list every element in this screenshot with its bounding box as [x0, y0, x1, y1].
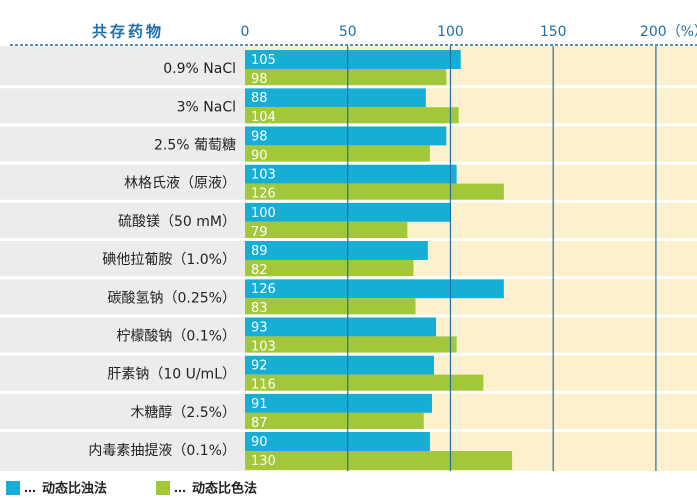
value-label: 88 — [251, 91, 268, 106]
label-panel — [0, 46, 245, 471]
bar — [245, 241, 428, 260]
category-label: 林格氏液（原液） — [124, 176, 236, 192]
bar — [245, 88, 426, 108]
bar — [245, 374, 484, 394]
value-label: 93 — [251, 320, 268, 335]
bar — [245, 260, 414, 279]
bar — [245, 221, 408, 241]
category-label: 硫酸镁（50 mM） — [118, 214, 236, 230]
value-label: 91 — [251, 397, 268, 412]
bar — [245, 317, 437, 337]
bar — [245, 451, 513, 470]
bar — [245, 279, 504, 299]
legend-swatch — [156, 481, 170, 495]
value-label: 92 — [251, 359, 268, 374]
value-label: 104 — [251, 110, 276, 125]
category-label: 0.9% NaCl — [163, 61, 236, 77]
bar — [245, 107, 459, 127]
bar — [245, 126, 447, 146]
legend-dot — [32, 489, 36, 493]
value-label: 130 — [251, 454, 276, 469]
x-tick-label: 100 — [437, 24, 464, 40]
legend-dot — [174, 489, 178, 493]
y-axis-label: 共存药物 — [92, 23, 164, 41]
value-label: 105 — [251, 53, 276, 68]
legend-dot — [178, 489, 182, 493]
value-label: 126 — [251, 282, 276, 297]
bar — [245, 412, 424, 432]
legend-dot — [24, 489, 28, 493]
value-label: 79 — [251, 225, 268, 240]
value-label: 89 — [251, 244, 268, 259]
bar — [245, 69, 447, 88]
value-label: 116 — [251, 378, 276, 393]
value-label: 90 — [251, 148, 268, 163]
category-label: 碳酸氢钠（0.25%） — [108, 290, 236, 306]
legend-dot — [28, 489, 32, 493]
legend-dot — [182, 489, 186, 493]
bar — [245, 298, 416, 318]
bar — [245, 50, 461, 69]
bar — [245, 432, 430, 451]
value-label: 103 — [251, 339, 276, 354]
legend-label: 动态比浊法 — [42, 481, 107, 497]
value-label: 103 — [251, 168, 276, 183]
category-label: 肝素钠（10 U/mL） — [107, 367, 236, 383]
value-label: 126 — [251, 187, 276, 202]
legend-swatch — [6, 481, 20, 495]
category-label: 2.5% 葡萄糖 — [154, 138, 236, 154]
value-label: 98 — [251, 72, 268, 87]
legend-label: 动态比色法 — [192, 481, 257, 497]
value-label: 98 — [251, 129, 268, 144]
value-label: 87 — [251, 416, 268, 431]
x-tick-label: 150 — [540, 24, 567, 40]
value-label: 82 — [251, 263, 268, 278]
x-tick-label: 50 — [339, 24, 357, 40]
bar — [245, 183, 504, 203]
category-label: 柠檬酸钠（0.1%） — [116, 329, 236, 345]
bar — [245, 336, 457, 356]
x-tick-label: 200（%） — [640, 24, 697, 40]
bar — [245, 164, 457, 184]
category-label: 木糖醇（2.5%） — [130, 404, 236, 421]
category-label: 3% NaCl — [177, 99, 236, 115]
bar — [245, 355, 435, 375]
category-label: 碘他拉葡胺（1.0%） — [102, 252, 236, 268]
category-label: 内毒素抽提液（0.1%） — [88, 443, 236, 459]
value-label: 83 — [251, 301, 268, 316]
x-tick-label: 0 — [241, 24, 250, 40]
value-label: 100 — [251, 206, 276, 221]
bar — [245, 393, 432, 413]
value-label: 90 — [251, 435, 268, 450]
bar — [245, 145, 430, 165]
